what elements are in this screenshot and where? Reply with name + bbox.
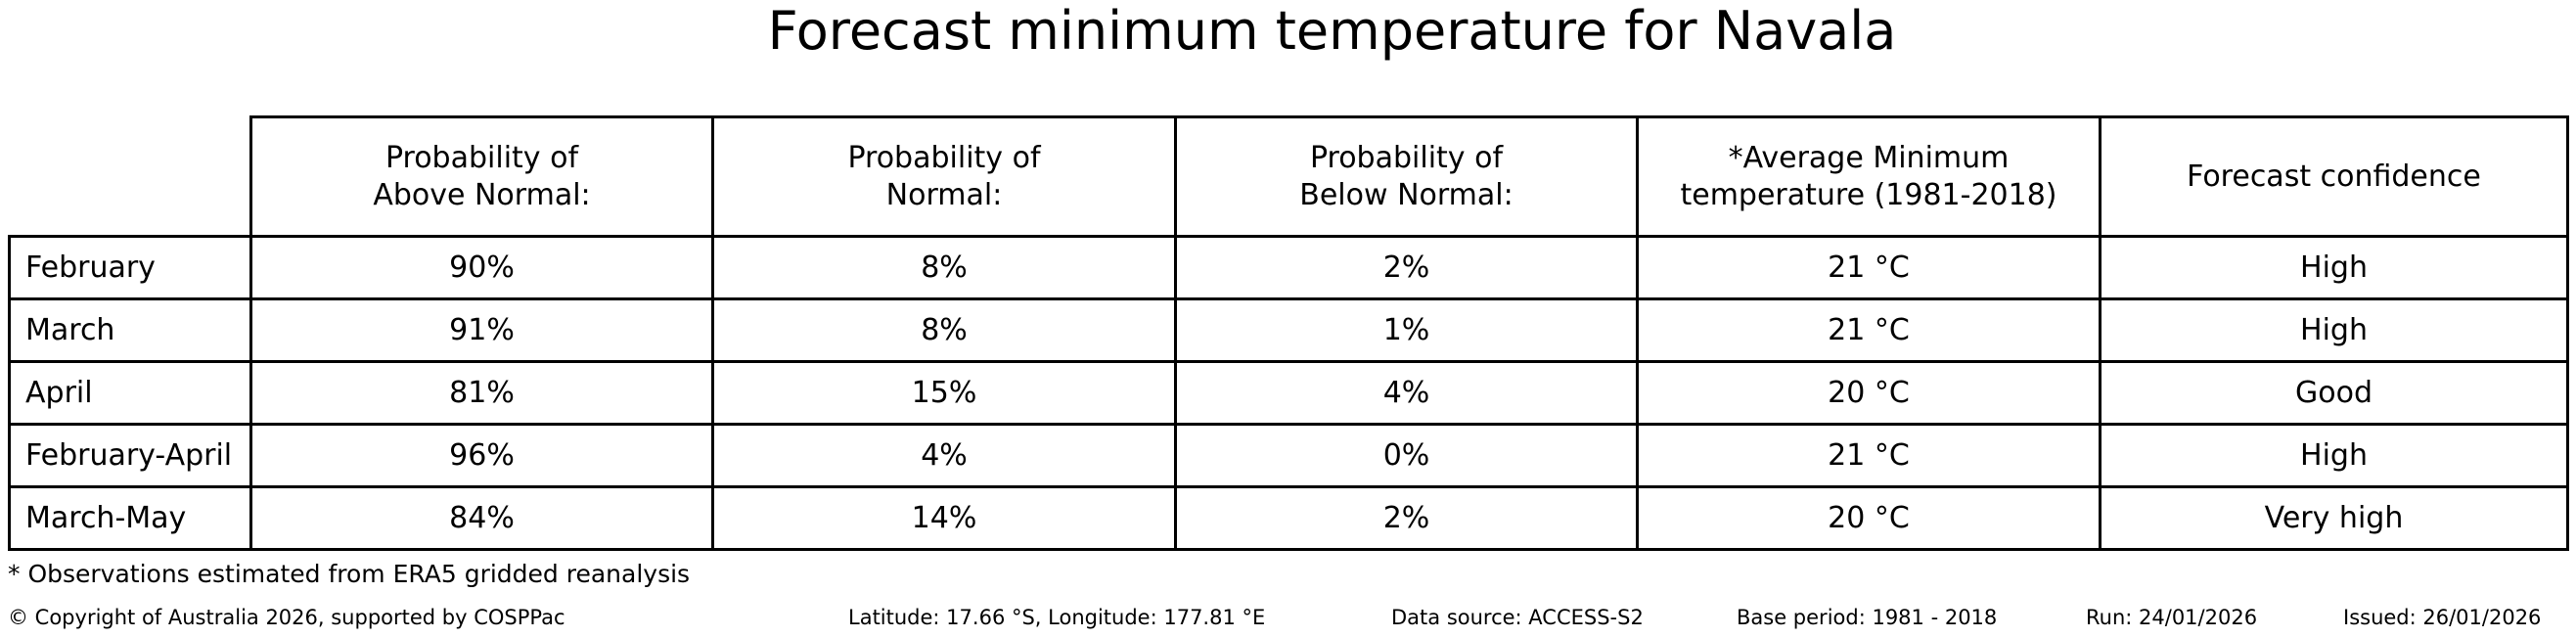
avg-min-temp-cell: 20 °C (1636, 360, 2101, 426)
table-row-february-april: February-April 96% 4% 0% 21 °C High (8, 423, 2569, 488)
below-normal-cell: 2% (1174, 235, 1639, 300)
column-header-average-minimum: *Average Minimum temperature (1981-2018) (1636, 115, 2101, 238)
observations-footnote: * Observations estimated from ERA5 gridd… (8, 560, 691, 588)
page-title: Forecast minimum temperature for Navala (767, 0, 1897, 62)
forecast-table: Probability of Above Normal: Probability… (8, 115, 2569, 551)
column-header-below-normal: Probability of Below Normal: (1174, 115, 1639, 238)
table-row-march: March 91% 8% 1% 21 °C High (8, 297, 2569, 363)
column-header-forecast-confidence: Forecast confidence (2099, 115, 2569, 238)
period-cell: March-May (8, 485, 252, 551)
run-date-label: Run: 24/01/2026 (2086, 606, 2258, 629)
above-normal-cell: 81% (249, 360, 714, 426)
table-row-april: April 81% 15% 4% 20 °C Good (8, 360, 2569, 426)
avg-min-temp-cell: 21 °C (1636, 423, 2101, 488)
below-normal-cell: 2% (1174, 485, 1639, 551)
below-normal-cell: 0% (1174, 423, 1639, 488)
location-coordinates: Latitude: 17.66 °S, Longitude: 177.81 °E (848, 606, 1266, 629)
above-normal-cell: 84% (249, 485, 714, 551)
normal-cell: 14% (711, 485, 1177, 551)
base-period-label: Base period: 1981 - 2018 (1737, 606, 1998, 629)
table-row-march-may: March-May 84% 14% 2% 20 °C Very high (8, 485, 2569, 551)
issued-date-label: Issued: 26/01/2026 (2343, 606, 2542, 629)
normal-cell: 8% (711, 235, 1177, 300)
table-row-february: February 90% 8% 2% 21 °C High (8, 235, 2569, 300)
above-normal-cell: 91% (249, 297, 714, 363)
data-source-label: Data source: ACCESS-S2 (1391, 606, 1644, 629)
avg-min-temp-cell: 21 °C (1636, 235, 2101, 300)
period-cell: February (8, 235, 252, 300)
normal-cell: 8% (711, 297, 1177, 363)
table-header-row: Probability of Above Normal: Probability… (9, 115, 2569, 238)
normal-cell: 4% (711, 423, 1177, 488)
confidence-cell: High (2099, 423, 2569, 488)
copyright-text: © Copyright of Australia 2026, supported… (8, 606, 565, 629)
confidence-cell: Good (2099, 360, 2569, 426)
corner-spacer-cell (9, 116, 251, 237)
below-normal-cell: 1% (1174, 297, 1639, 363)
period-cell: April (8, 360, 252, 426)
column-header-above-normal: Probability of Above Normal: (249, 115, 714, 238)
column-header-normal: Probability of Normal: (711, 115, 1177, 238)
period-cell: February-April (8, 423, 252, 488)
avg-min-temp-cell: 20 °C (1636, 485, 2101, 551)
above-normal-cell: 96% (249, 423, 714, 488)
avg-min-temp-cell: 21 °C (1636, 297, 2101, 363)
confidence-cell: High (2099, 297, 2569, 363)
confidence-cell: Very high (2099, 485, 2569, 551)
normal-cell: 15% (711, 360, 1177, 426)
confidence-cell: High (2099, 235, 2569, 300)
period-cell: March (8, 297, 252, 363)
below-normal-cell: 4% (1174, 360, 1639, 426)
above-normal-cell: 90% (249, 235, 714, 300)
